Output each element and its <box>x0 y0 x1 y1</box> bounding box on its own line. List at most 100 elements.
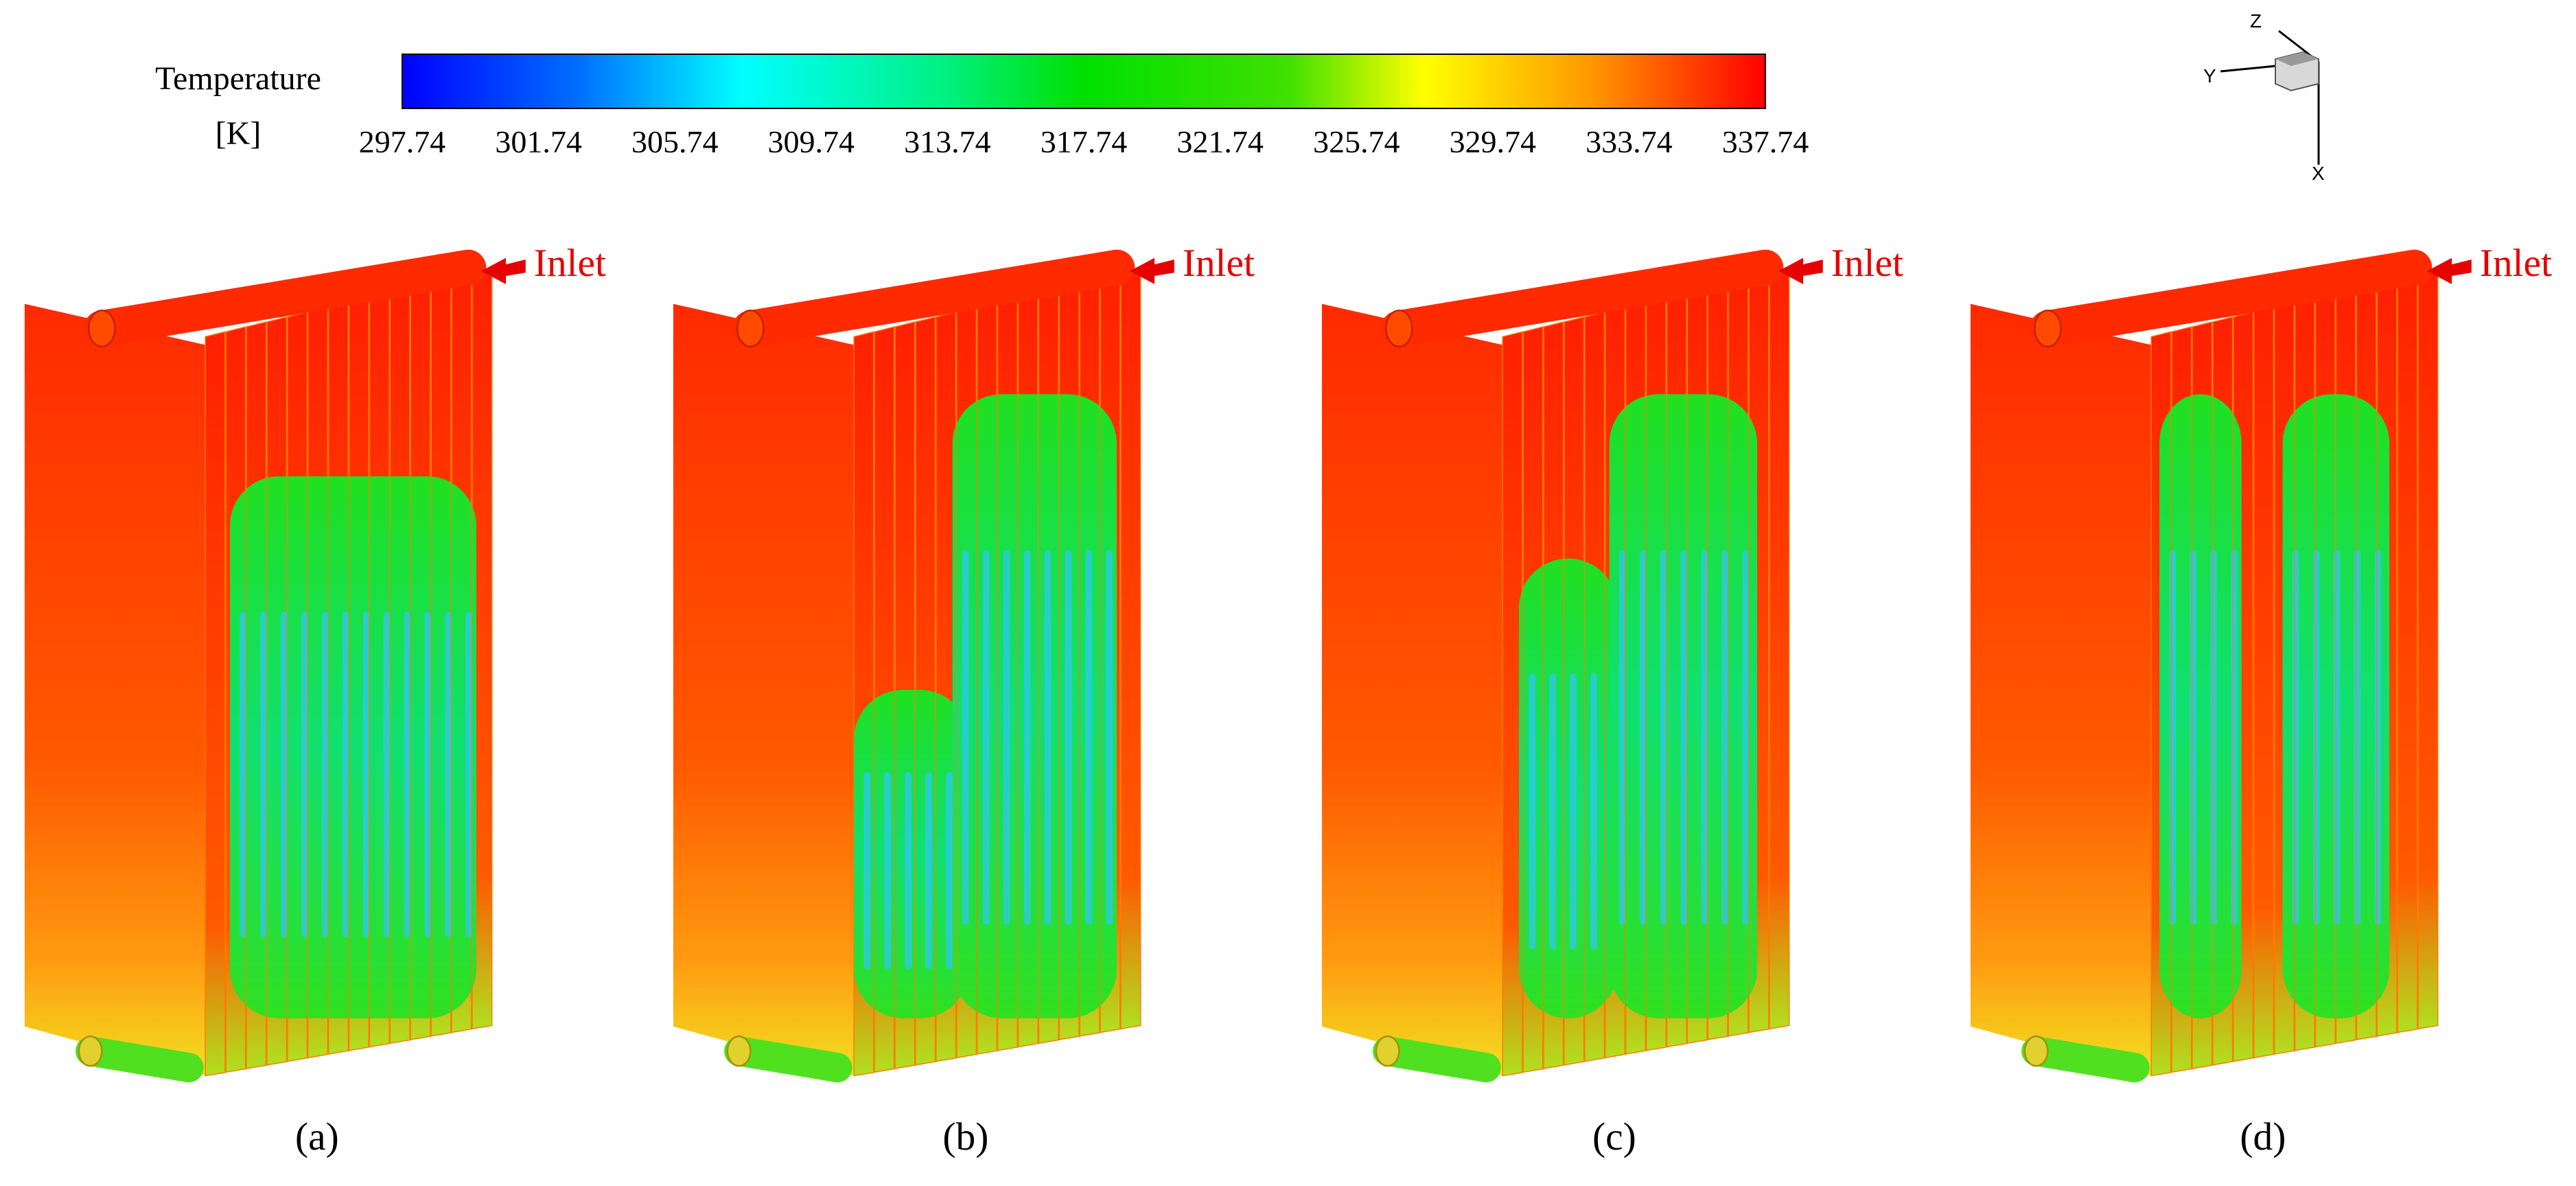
fin <box>2397 272 2418 1034</box>
colorbar-tick-label: 325.74 <box>1313 124 1400 159</box>
fin <box>1120 267 1141 1030</box>
axis-z: Z <box>2250 10 2262 32</box>
top-header <box>2030 249 2433 347</box>
cool-stripe <box>465 612 472 938</box>
inlet-label: Inlet <box>2480 242 2552 285</box>
bottom-end <box>2023 1035 2049 1067</box>
fin <box>1769 267 1790 1030</box>
front-plate <box>24 303 206 1076</box>
panel: Inlet (b) <box>673 242 1255 1159</box>
cool-stripe <box>301 612 308 938</box>
colorbar-tick-label: 321.74 <box>1176 124 1264 159</box>
front-plate <box>1970 303 2152 1076</box>
inlet-label: Inlet <box>1183 242 1255 285</box>
inlet-arrow <box>481 257 526 284</box>
inlet-label: Inlet <box>534 242 606 285</box>
cool-stripe <box>2354 550 2361 925</box>
cool-stripe <box>2190 550 2196 925</box>
cool-stripe <box>281 612 288 938</box>
bottom-header <box>724 1036 852 1082</box>
panel: Inlet (d) <box>1970 242 2552 1159</box>
cool-stripe <box>1701 550 1708 925</box>
colorbar-tick-label: 305.74 <box>631 124 719 159</box>
panels: Inlet (a) Inlet (b) Inlet (c) Inlet (d) <box>24 242 2552 1159</box>
colorbar-tick-label: 329.74 <box>1450 124 1537 159</box>
cool-stripe <box>2292 550 2299 925</box>
cool-stripe <box>1680 550 1688 925</box>
cool-stripe <box>260 612 267 938</box>
inlet-arrow <box>1130 257 1174 284</box>
cool-stripe <box>1549 673 1556 950</box>
cool-stripe <box>2210 550 2217 925</box>
header-end <box>2034 310 2062 348</box>
cool-stripe <box>1721 550 1729 925</box>
bottom-header <box>2021 1036 2150 1082</box>
cool-stripe <box>1044 550 1052 925</box>
cool-stripe <box>1023 550 1031 925</box>
cool-stripe <box>424 612 432 938</box>
cool-region <box>952 394 1117 1019</box>
panel-label: (c) <box>1592 1115 1636 1159</box>
top-header <box>84 249 487 347</box>
colorbar-tick-label: 333.74 <box>1586 124 1673 159</box>
cool-stripe <box>1085 550 1093 925</box>
cool-region <box>230 476 476 1019</box>
front-plate <box>1321 303 1503 1076</box>
axis-y: Y <box>2203 65 2216 86</box>
top-header <box>732 249 1135 347</box>
panel-label: (d) <box>2240 1115 2286 1159</box>
cool-stripe <box>982 550 990 925</box>
bottom-end <box>78 1035 103 1067</box>
top-header <box>1381 249 1784 347</box>
inlet-label: Inlet <box>1831 242 1903 285</box>
header-end <box>736 310 765 348</box>
cool-stripe <box>362 612 370 938</box>
colorbar-tick-label: 313.74 <box>904 124 991 159</box>
cool-stripe <box>1065 550 1072 925</box>
cool-stripe <box>1639 550 1647 925</box>
cool-stripe <box>905 771 912 969</box>
fin <box>205 331 226 1077</box>
cool-zone <box>854 394 1117 1019</box>
bottom-header <box>1373 1036 1501 1082</box>
fin <box>2253 306 2275 1058</box>
axis-x: X <box>2312 163 2325 184</box>
cool-stripe <box>884 771 891 969</box>
colorbar-title: Temperature <box>155 60 321 97</box>
bottom-end <box>1375 1035 1400 1067</box>
header-end <box>1385 310 1413 348</box>
panel-label: (b) <box>942 1115 988 1159</box>
cool-region <box>2159 394 2242 1019</box>
cool-zone <box>230 476 476 1019</box>
cool-stripe <box>2231 550 2238 925</box>
cool-stripe <box>2312 550 2320 925</box>
cool-stripe <box>863 771 871 969</box>
colorbar-tick-label: 309.74 <box>768 124 855 159</box>
colorbar <box>402 54 1766 109</box>
fin <box>2417 267 2439 1030</box>
cool-stripe <box>1106 550 1113 925</box>
cool-stripe <box>342 612 349 938</box>
cool-stripe <box>1529 673 1535 950</box>
panel: Inlet (a) <box>24 242 606 1159</box>
cool-stripe <box>1590 673 1597 950</box>
cool-stripe <box>404 612 411 938</box>
panel: Inlet (c) <box>1321 242 1903 1159</box>
colorbar-unit: [K] <box>216 115 262 152</box>
cool-stripe <box>962 550 969 925</box>
fin <box>1502 331 1523 1077</box>
inlet-arrow <box>2427 257 2472 284</box>
panel-label: (a) <box>295 1115 339 1159</box>
cool-stripe <box>383 612 391 938</box>
colorbar-tick-label: 301.74 <box>495 124 582 159</box>
cool-stripe <box>2374 550 2382 925</box>
cool-stripe <box>1003 550 1010 925</box>
cool-stripe <box>946 771 953 969</box>
inlet-arrow <box>1778 257 1823 284</box>
colorbar-tick-label: 337.74 <box>1722 124 1809 159</box>
cool-stripe <box>322 612 329 938</box>
header-end <box>88 310 116 348</box>
cool-stripe <box>445 612 452 938</box>
